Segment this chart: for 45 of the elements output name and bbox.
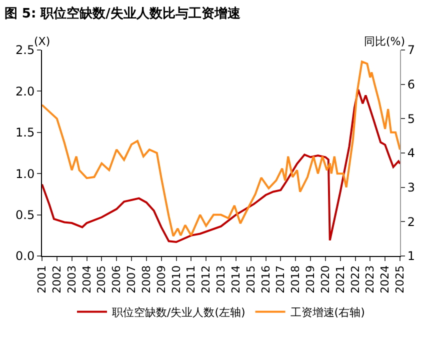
x-tick-label: 2019 [304,265,318,294]
chart-title: 图 5: 职位空缺数/失业人数比与工资增速 [4,6,242,22]
x-tick-label: 2002 [50,265,64,294]
x-tick-label: 2006 [110,265,124,294]
x-tick-label: 2010 [170,265,183,294]
y2-tick-label: 3 [407,180,416,195]
x-tick-label: 2008 [140,265,153,294]
x-tick-label: 2013 [214,265,228,294]
y-tick-label: 2.0 [16,84,35,98]
x-tick-label: 2003 [65,265,78,294]
y2-tick-label: 4 [407,146,416,160]
y-tick-label: 1.5 [16,126,35,140]
line-series [42,60,400,238]
x-tick-label: 2001 [36,265,49,294]
x-tick-label: 2005 [95,265,108,294]
x-tick-label: 2016 [259,265,272,294]
y2-tick-label: 7 [407,43,416,58]
y2-tick-label: 2 [407,214,416,229]
x-tick-label: 2018 [289,265,302,294]
y2-tick-label: 5 [407,112,416,126]
x-tick-label: 2021 [334,265,347,294]
x-tick-label: 2024 [378,265,392,294]
x-tick-label: 2011 [184,265,198,294]
y-tick-label: 1.0 [16,166,35,181]
x-tick-label: 2012 [200,265,213,294]
x-tick-label: 2009 [154,265,168,294]
x-tick-label: 2004 [80,265,94,294]
x-tick-label: 2022 [348,265,362,294]
x-tick-label: 2014 [229,265,242,294]
line-series [42,88,400,243]
y2-tick-label: 6 [407,78,416,92]
y2-tick-label: 1 [407,249,416,264]
x-tick-label: 2023 [364,265,377,294]
y2-axis-title: 同比(%) [364,35,406,48]
y-tick-label: 0.0 [16,249,35,264]
y-tick-label: 2.5 [16,43,35,58]
legend-label: 工资增速(右轴) [290,306,365,319]
x-tick-label: 2015 [244,265,258,294]
y-axis-title: (X) [34,35,50,48]
legend-label: 职位空缺数/失业人数(左轴) [112,306,246,319]
x-tick-label: 2017 [274,265,288,294]
x-tick-label: 2020 [318,265,332,294]
x-tick-label: 2007 [125,265,138,294]
x-tick-label: 2025 [394,265,407,294]
y-tick-label: 0.5 [16,208,35,222]
